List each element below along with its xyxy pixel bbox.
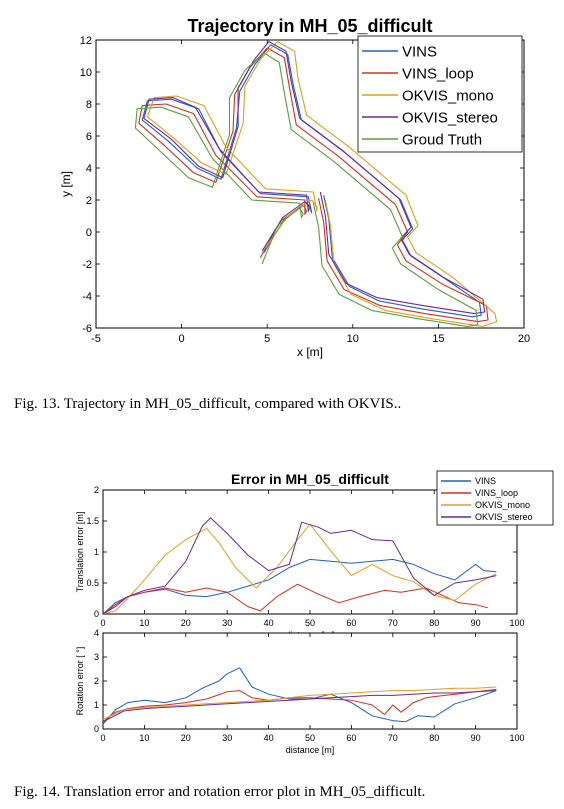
x-tick-label: 20 bbox=[181, 733, 191, 743]
y-tick-label: 10 bbox=[80, 67, 92, 79]
legend-box bbox=[436, 470, 554, 526]
y-tick-label: 1 bbox=[94, 547, 99, 557]
x-tick-label: 0 bbox=[100, 733, 105, 743]
series-line-vins bbox=[103, 667, 497, 725]
x-tick-label: 30 bbox=[222, 733, 232, 743]
y-tick-label: 8 bbox=[86, 99, 92, 111]
x-tick-label: 80 bbox=[429, 733, 439, 743]
figure-13-caption: Fig. 13. Trajectory in MH_05_difficult, … bbox=[14, 396, 402, 412]
legend-label-groud-truth: Groud Truth bbox=[402, 131, 482, 148]
x-tick-label: 90 bbox=[471, 733, 481, 743]
legend-label-okvis-mono: OKVIS_mono bbox=[475, 500, 530, 510]
series-line-okvis-mono bbox=[146, 41, 498, 327]
series-line-vins bbox=[141, 44, 482, 318]
legend-label-okvis-mono: OKVIS_mono bbox=[402, 87, 494, 104]
x-tick-label: 10 bbox=[139, 733, 149, 743]
plot-frame bbox=[102, 632, 518, 730]
y-axis-label: y [m] bbox=[59, 171, 73, 197]
x-axis-label: x [m] bbox=[297, 345, 323, 359]
x-tick-label: 20 bbox=[518, 333, 530, 345]
series-line-groud-truth bbox=[134, 52, 479, 327]
series-line-okvis-stereo bbox=[103, 690, 497, 723]
x-tick-label: 15 bbox=[432, 333, 444, 345]
x-tick-label: 0 bbox=[179, 333, 185, 345]
x-tick-label: 90 bbox=[471, 618, 481, 628]
y-tick-label: -6 bbox=[82, 323, 92, 335]
x-tick-label: 60 bbox=[346, 733, 356, 743]
series-line-okvis-stereo bbox=[103, 517, 497, 614]
y-tick-label: 2 bbox=[94, 485, 99, 495]
x-tick-label: 70 bbox=[388, 618, 398, 628]
y-tick-label: 1 bbox=[94, 700, 99, 710]
x-tick-label: 20 bbox=[181, 618, 191, 628]
x-tick-label: 50 bbox=[305, 733, 315, 743]
legend-label-okvis-stereo: OKVIS_stereo bbox=[402, 109, 498, 126]
x-tick-label: 10 bbox=[347, 333, 359, 345]
x-tick-label: 0 bbox=[100, 618, 105, 628]
y-tick-label: 0 bbox=[94, 609, 99, 619]
x-tick-label: 5 bbox=[264, 333, 270, 345]
x-tick-label: 40 bbox=[264, 618, 274, 628]
trajectory-chart: -5 0 5 10 15 20 -6 -4 -2 0 2 4 6 8 10 12 x [m] y [m] Traje… bbox=[59, 16, 530, 359]
y-axis-label: Translation error [m] bbox=[75, 512, 85, 593]
x-tick-label: -5 bbox=[91, 333, 101, 345]
series-line-vins-loop bbox=[103, 583, 489, 614]
y-axis-label: Rotation error [ °] bbox=[75, 647, 85, 716]
x-tick-label: 40 bbox=[264, 733, 274, 743]
legend-box bbox=[357, 35, 523, 153]
y-tick-label: 0 bbox=[86, 227, 92, 239]
x-tick-label: 100 bbox=[509, 733, 524, 743]
x-tick-label: 80 bbox=[429, 618, 439, 628]
x-tick-label: 50 bbox=[305, 618, 315, 628]
x-tick-label: 100 bbox=[509, 618, 524, 628]
chart-title: Trajectory in MH_05_difficult bbox=[187, 16, 432, 36]
x-tick-label: 30 bbox=[222, 618, 232, 628]
y-tick-label: 4 bbox=[86, 163, 92, 175]
error-charts: 010203040506070809010000.511.52distance … bbox=[75, 470, 554, 755]
y-tick-label: 1.5 bbox=[86, 516, 99, 526]
legend-label-vins: VINS bbox=[402, 43, 437, 60]
series-line-vins bbox=[103, 558, 497, 614]
y-tick-label: 4 bbox=[94, 628, 99, 638]
legend-label-vins-loop: VINS_loop bbox=[402, 65, 474, 82]
y-tick-label: -2 bbox=[82, 259, 92, 271]
y-tick-label: 6 bbox=[86, 131, 92, 143]
figure-14-caption: Fig. 14. Translation error and rotation … bbox=[14, 784, 426, 800]
legend-label-vins-loop: VINS_loop bbox=[475, 488, 518, 498]
chart-title: Error in MH_05_difficult bbox=[231, 471, 389, 487]
y-tick-label: 0.5 bbox=[86, 578, 99, 588]
y-tick-label: 0 bbox=[94, 724, 99, 734]
series-line-okvis-mono bbox=[103, 523, 497, 614]
x-tick-label: 10 bbox=[139, 618, 149, 628]
legend-label-okvis-stereo: OKVIS_stereo bbox=[475, 512, 533, 522]
series-line-okvis-stereo bbox=[143, 41, 486, 315]
y-tick-label: 12 bbox=[80, 35, 92, 47]
x-axis-label: distance [m] bbox=[286, 745, 335, 755]
y-tick-label: 2 bbox=[94, 676, 99, 686]
legend-label-vins: VINS bbox=[475, 476, 496, 486]
series-line-vins-loop bbox=[103, 688, 497, 723]
series-line-okvis-mono bbox=[103, 686, 497, 720]
y-tick-label: -4 bbox=[82, 291, 92, 303]
x-tick-label: 60 bbox=[346, 618, 356, 628]
y-tick-label: 3 bbox=[94, 652, 99, 662]
x-tick-label: 70 bbox=[388, 733, 398, 743]
y-tick-label: 2 bbox=[86, 195, 92, 207]
